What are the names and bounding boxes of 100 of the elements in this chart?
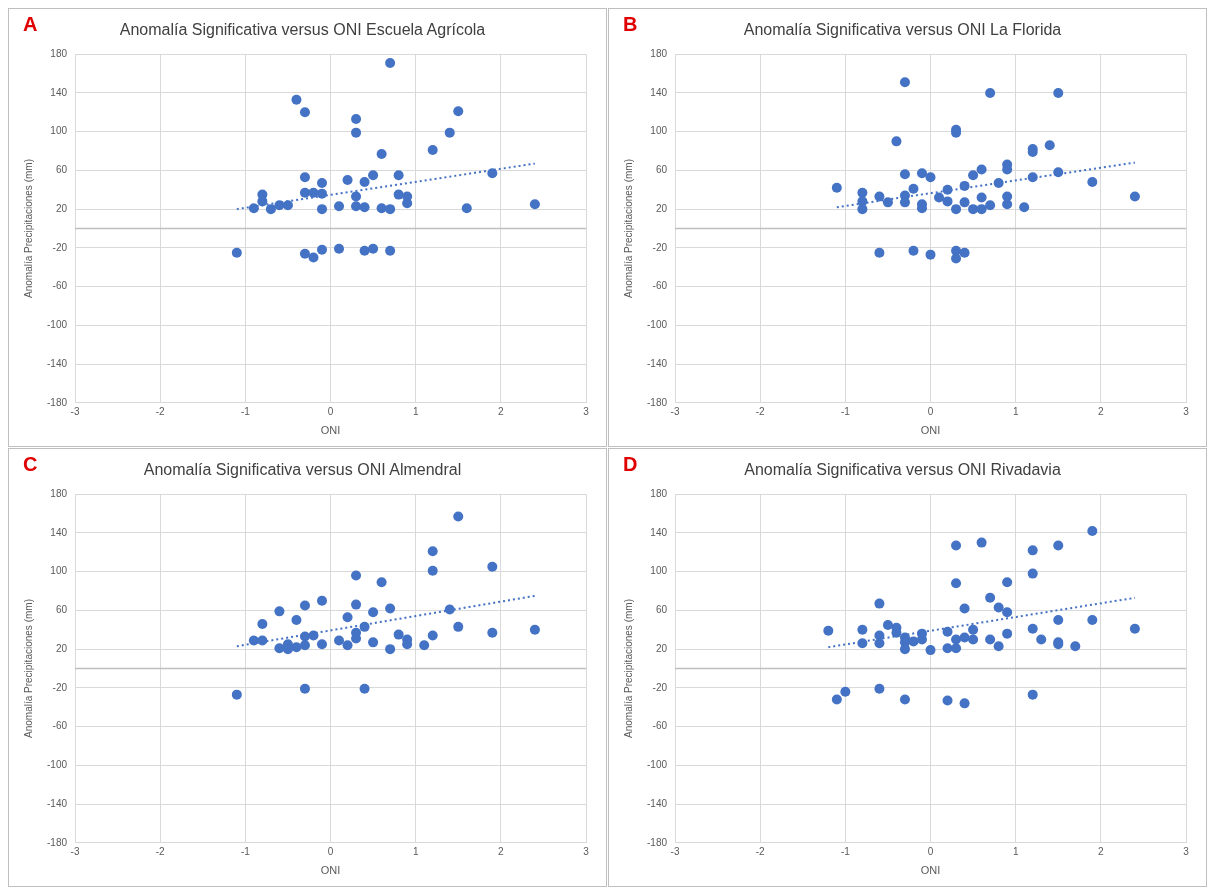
point bbox=[985, 87, 996, 98]
y-tick-label: -140 bbox=[647, 797, 668, 809]
y-tick-label: -20 bbox=[52, 681, 68, 693]
x-tick-label: -2 bbox=[755, 845, 766, 857]
x-tick-label: 1 bbox=[412, 845, 419, 857]
point bbox=[1053, 615, 1064, 626]
point bbox=[487, 627, 498, 638]
point bbox=[1002, 199, 1013, 210]
x-axis-title: ONI bbox=[920, 864, 941, 877]
point bbox=[291, 642, 302, 653]
x-tick-label: -3 bbox=[70, 845, 80, 857]
x-tick-label: -3 bbox=[670, 845, 680, 857]
point bbox=[882, 197, 893, 208]
point bbox=[968, 634, 979, 645]
point bbox=[376, 148, 387, 159]
point bbox=[993, 641, 1004, 652]
point bbox=[368, 243, 379, 254]
point bbox=[316, 188, 327, 199]
y-tick-label: 100 bbox=[50, 125, 68, 137]
point bbox=[925, 645, 936, 656]
x-tick-label: -1 bbox=[240, 405, 251, 417]
point bbox=[316, 639, 327, 650]
y-axis-title: Anomalía Precipitaciones (mm) bbox=[622, 159, 634, 298]
point bbox=[959, 247, 970, 258]
y-tick-label: 100 bbox=[650, 125, 668, 137]
point bbox=[368, 607, 379, 618]
y-tick-label: -140 bbox=[647, 357, 668, 369]
point bbox=[529, 199, 540, 210]
point bbox=[316, 244, 327, 255]
point bbox=[899, 169, 910, 180]
x-tick-label: 3 bbox=[583, 845, 590, 857]
y-tick-label: -100 bbox=[647, 759, 668, 771]
point bbox=[1027, 623, 1038, 634]
x-tick-label: 2 bbox=[1098, 845, 1105, 857]
point bbox=[351, 127, 362, 138]
x-tick-label: -3 bbox=[670, 405, 680, 417]
y-tick-label: 140 bbox=[50, 526, 68, 538]
text: C bbox=[23, 453, 38, 476]
point bbox=[359, 177, 370, 188]
point bbox=[385, 603, 396, 614]
point bbox=[316, 204, 327, 215]
point bbox=[1002, 607, 1013, 618]
point bbox=[376, 577, 387, 588]
y-tick-label: -180 bbox=[647, 836, 668, 848]
y-tick-label: -60 bbox=[52, 720, 68, 732]
x-axis-title: ONI bbox=[920, 424, 941, 437]
y-tick-label: -100 bbox=[47, 319, 68, 331]
y-tick-label: 20 bbox=[655, 202, 668, 214]
point bbox=[882, 619, 893, 630]
y-tick-label: 140 bbox=[50, 86, 68, 98]
point bbox=[385, 57, 396, 68]
point bbox=[291, 94, 302, 105]
point bbox=[934, 192, 945, 203]
point bbox=[891, 136, 902, 147]
chart-title: Anomalía Significativa versus ONI Almendral bbox=[143, 461, 462, 479]
point bbox=[993, 602, 1004, 613]
point bbox=[951, 204, 962, 215]
y-tick-label: 140 bbox=[650, 526, 668, 538]
x-tick-label: 1 bbox=[1012, 405, 1019, 417]
x-tick-label: -2 bbox=[755, 405, 766, 417]
point bbox=[299, 683, 310, 694]
point bbox=[351, 599, 362, 610]
point bbox=[942, 695, 953, 706]
point bbox=[342, 175, 353, 186]
point bbox=[299, 640, 310, 651]
point bbox=[402, 198, 413, 209]
y-tick-label: -100 bbox=[647, 319, 668, 331]
y-tick-label: -60 bbox=[652, 720, 668, 732]
point bbox=[257, 618, 268, 629]
point bbox=[925, 172, 936, 183]
point bbox=[1053, 87, 1064, 98]
point bbox=[874, 598, 885, 609]
point bbox=[968, 204, 979, 215]
chart-title: Anomalía Significativa versus ONI La Florida bbox=[743, 21, 1062, 39]
point bbox=[453, 621, 464, 632]
point bbox=[951, 540, 962, 551]
point bbox=[334, 243, 345, 254]
point bbox=[951, 578, 962, 589]
y-tick-label: 180 bbox=[50, 487, 68, 499]
point bbox=[1129, 623, 1140, 634]
point bbox=[334, 201, 345, 212]
x-axis-title: ONI bbox=[320, 864, 341, 877]
point bbox=[248, 203, 259, 214]
y-tick-label: 100 bbox=[650, 565, 668, 577]
x-tick-label: -1 bbox=[240, 845, 251, 857]
point bbox=[899, 694, 910, 705]
x-tick-label: -1 bbox=[840, 405, 851, 417]
point bbox=[444, 127, 455, 138]
point bbox=[840, 686, 851, 697]
y-tick-label: 100 bbox=[50, 565, 68, 577]
point bbox=[274, 606, 285, 617]
y-tick-label: 140 bbox=[650, 86, 668, 98]
chart-title: Anomalía Significativa versus ONI Escuela Agrícola bbox=[119, 21, 486, 39]
point bbox=[959, 603, 970, 614]
y-tick-label: -140 bbox=[47, 357, 68, 369]
point bbox=[985, 592, 996, 603]
point bbox=[453, 106, 464, 117]
point bbox=[951, 634, 962, 645]
point bbox=[857, 624, 868, 635]
text: A bbox=[23, 13, 38, 36]
